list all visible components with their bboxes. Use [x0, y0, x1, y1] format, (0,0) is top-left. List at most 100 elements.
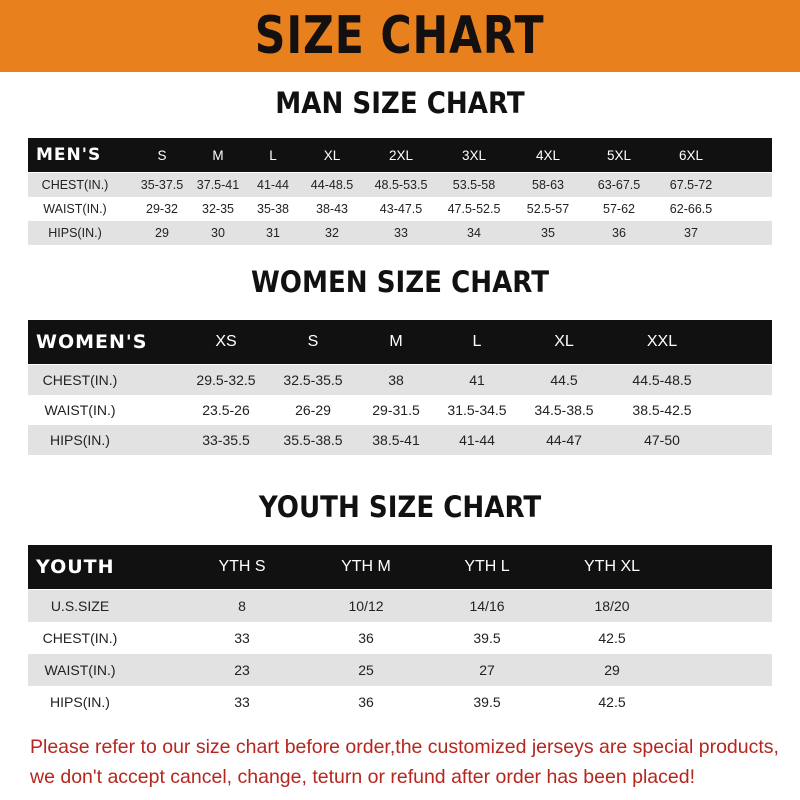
measurement-value: 43-47.5 — [379, 202, 423, 216]
measurement-value: 29.5-32.5 — [196, 372, 256, 388]
measurement-value: 47-50 — [644, 432, 680, 448]
measurement-value: 44.5-48.5 — [632, 372, 692, 388]
measurement-value: 42.5 — [598, 630, 626, 646]
table-row: CHEST(IN.) 29.5-32.5 32.5-35.5 38 41 44.5 44.5… — [28, 365, 772, 395]
measurement-value: 67.5-72 — [669, 178, 713, 192]
measurement-value: 32 — [325, 226, 339, 240]
measurement-value: 29-32 — [146, 202, 178, 216]
measurement-value: 38.5-41 — [372, 432, 420, 448]
measurement-value: 29 — [155, 226, 169, 240]
measurement-value: 38-43 — [316, 202, 348, 216]
measurement-value: 44-48.5 — [310, 178, 354, 192]
measurement-value: 37.5-41 — [196, 178, 240, 192]
size-column-header: 5XL — [606, 147, 632, 163]
table-row: WAIST(IN.) 23.5-26 26-29 29-31.5 31.5-34.5 34… — [28, 395, 772, 425]
measurement-value: 33 — [234, 694, 250, 710]
measurement-label: CHEST(IN.) — [42, 372, 118, 388]
order-notice: Please refer to our size chart before or… — [30, 732, 790, 792]
measurement-label: CHEST(IN.) — [41, 178, 109, 192]
measurement-value: 34.5-38.5 — [534, 402, 594, 418]
measurement-label: WAIST(IN.) — [44, 662, 116, 678]
measurement-value: 44.5 — [550, 372, 578, 388]
measurement-value: 23.5-26 — [202, 402, 250, 418]
table-row: CHEST(IN.) 33 36 39.5 42.5 — [28, 622, 772, 654]
measurement-value: 44-47 — [546, 432, 582, 448]
measurement-label: WAIST(IN.) — [44, 402, 116, 418]
measurement-value: 32-35 — [202, 202, 234, 216]
size-column-header: S — [157, 147, 167, 163]
table-row: U.S.SIZE 8 10/12 14/16 18/20 — [28, 590, 772, 622]
size-column-header: L — [269, 147, 277, 163]
men-header-label: MEN'S — [36, 145, 102, 165]
measurement-value: 35-38 — [257, 202, 289, 216]
measurement-value: 27 — [479, 662, 495, 678]
women-section-title: WOMEN SIZE CHART — [251, 265, 549, 299]
measurement-label: CHEST(IN.) — [42, 630, 118, 646]
measurement-value: 10/12 — [348, 598, 384, 614]
measurement-value: 32.5-35.5 — [283, 372, 343, 388]
size-column-header: XS — [215, 333, 237, 350]
measurement-value: 36 — [612, 226, 626, 240]
measurement-value: 34 — [467, 226, 481, 240]
measurement-value: 25 — [358, 662, 374, 678]
size-column-header: M — [212, 147, 224, 163]
women-header-row: WOMEN'S XS S M L XL XXL — [28, 320, 772, 364]
size-column-header: M — [389, 333, 403, 350]
measurement-value: 29 — [604, 662, 620, 678]
table-row: HIPS(IN.) 33 36 39.5 42.5 — [28, 686, 772, 718]
measurement-value: 30 — [211, 226, 225, 240]
measurement-value: 38 — [388, 372, 404, 388]
measurement-value: 14/16 — [469, 598, 505, 614]
measurement-value: 31.5-34.5 — [447, 402, 507, 418]
measurement-value: 52.5-57 — [526, 202, 570, 216]
size-column-header: 4XL — [535, 147, 561, 163]
measurement-value: 38.5-42.5 — [632, 402, 692, 418]
measurement-value: 63-67.5 — [597, 178, 641, 192]
measurement-value: 48.5-53.5 — [374, 178, 428, 192]
measurement-value: 62-66.5 — [669, 202, 713, 216]
men-section-title: MAN SIZE CHART — [275, 86, 525, 120]
measurement-value: 33 — [234, 630, 250, 646]
measurement-value: 31 — [266, 226, 280, 240]
measurement-value: 57-62 — [603, 202, 635, 216]
measurement-value: 8 — [238, 598, 246, 614]
measurement-value: 41 — [469, 372, 485, 388]
measurement-value: 37 — [684, 226, 698, 240]
men-header-row: MEN'S S M L XL 2XL 3XL 4XL 5XL 6XL — [28, 138, 772, 172]
size-column-header: YTH M — [341, 558, 391, 575]
measurement-value: 58-63 — [532, 178, 564, 192]
size-column-header: XXL — [646, 333, 678, 350]
order-notice-line-1: Please refer to our size chart before or… — [30, 736, 779, 758]
size-column-header: XL — [554, 333, 574, 350]
youth-header-label: YOUTH — [36, 556, 115, 578]
table-row: CHEST(IN.) 35-37.5 37.5-41 41-44 44-48.5 48.5… — [28, 173, 772, 197]
measurement-label: U.S.SIZE — [50, 598, 110, 614]
measurement-value: 29-31.5 — [372, 402, 420, 418]
measurement-value: 23 — [234, 662, 250, 678]
measurement-value: 53.5-58 — [452, 178, 496, 192]
measurement-value: 35 — [541, 226, 555, 240]
size-column-header: YTH XL — [583, 558, 641, 575]
banner-title: SIZE CHART — [255, 6, 545, 66]
size-chart-banner: SIZE CHART — [0, 0, 800, 72]
order-notice-line-2: we don't accept cancel, change, teturn o… — [30, 766, 695, 788]
table-row: HIPS(IN.) 33-35.5 35.5-38.5 38.5-41 41-44 44-… — [28, 425, 772, 455]
measurement-value: 33 — [394, 226, 408, 240]
table-row: HIPS(IN.) 29 30 31 32 33 34 35 36 37 — [28, 221, 772, 245]
size-column-header: L — [472, 333, 482, 350]
table-row: WAIST(IN.) 29-32 32-35 35-38 38-43 43-47.5 47.… — [28, 197, 772, 221]
measurement-value: 35-37.5 — [140, 178, 184, 192]
size-column-header: YTH S — [218, 558, 266, 575]
measurement-label: WAIST(IN.) — [43, 202, 107, 216]
table-row: WAIST(IN.) 23 25 27 29 — [28, 654, 772, 686]
youth-section-title: YOUTH SIZE CHART — [258, 490, 542, 524]
size-column-header: S — [307, 333, 319, 350]
measurement-value: 36 — [358, 694, 374, 710]
size-column-header: 3XL — [461, 147, 487, 163]
measurement-value: 42.5 — [598, 694, 626, 710]
measurement-label: HIPS(IN.) — [50, 694, 110, 710]
measurement-value: 18/20 — [594, 598, 630, 614]
measurement-value: 47.5-52.5 — [447, 202, 501, 216]
measurement-value: 26-29 — [295, 402, 331, 418]
size-column-header: YTH L — [464, 558, 510, 575]
